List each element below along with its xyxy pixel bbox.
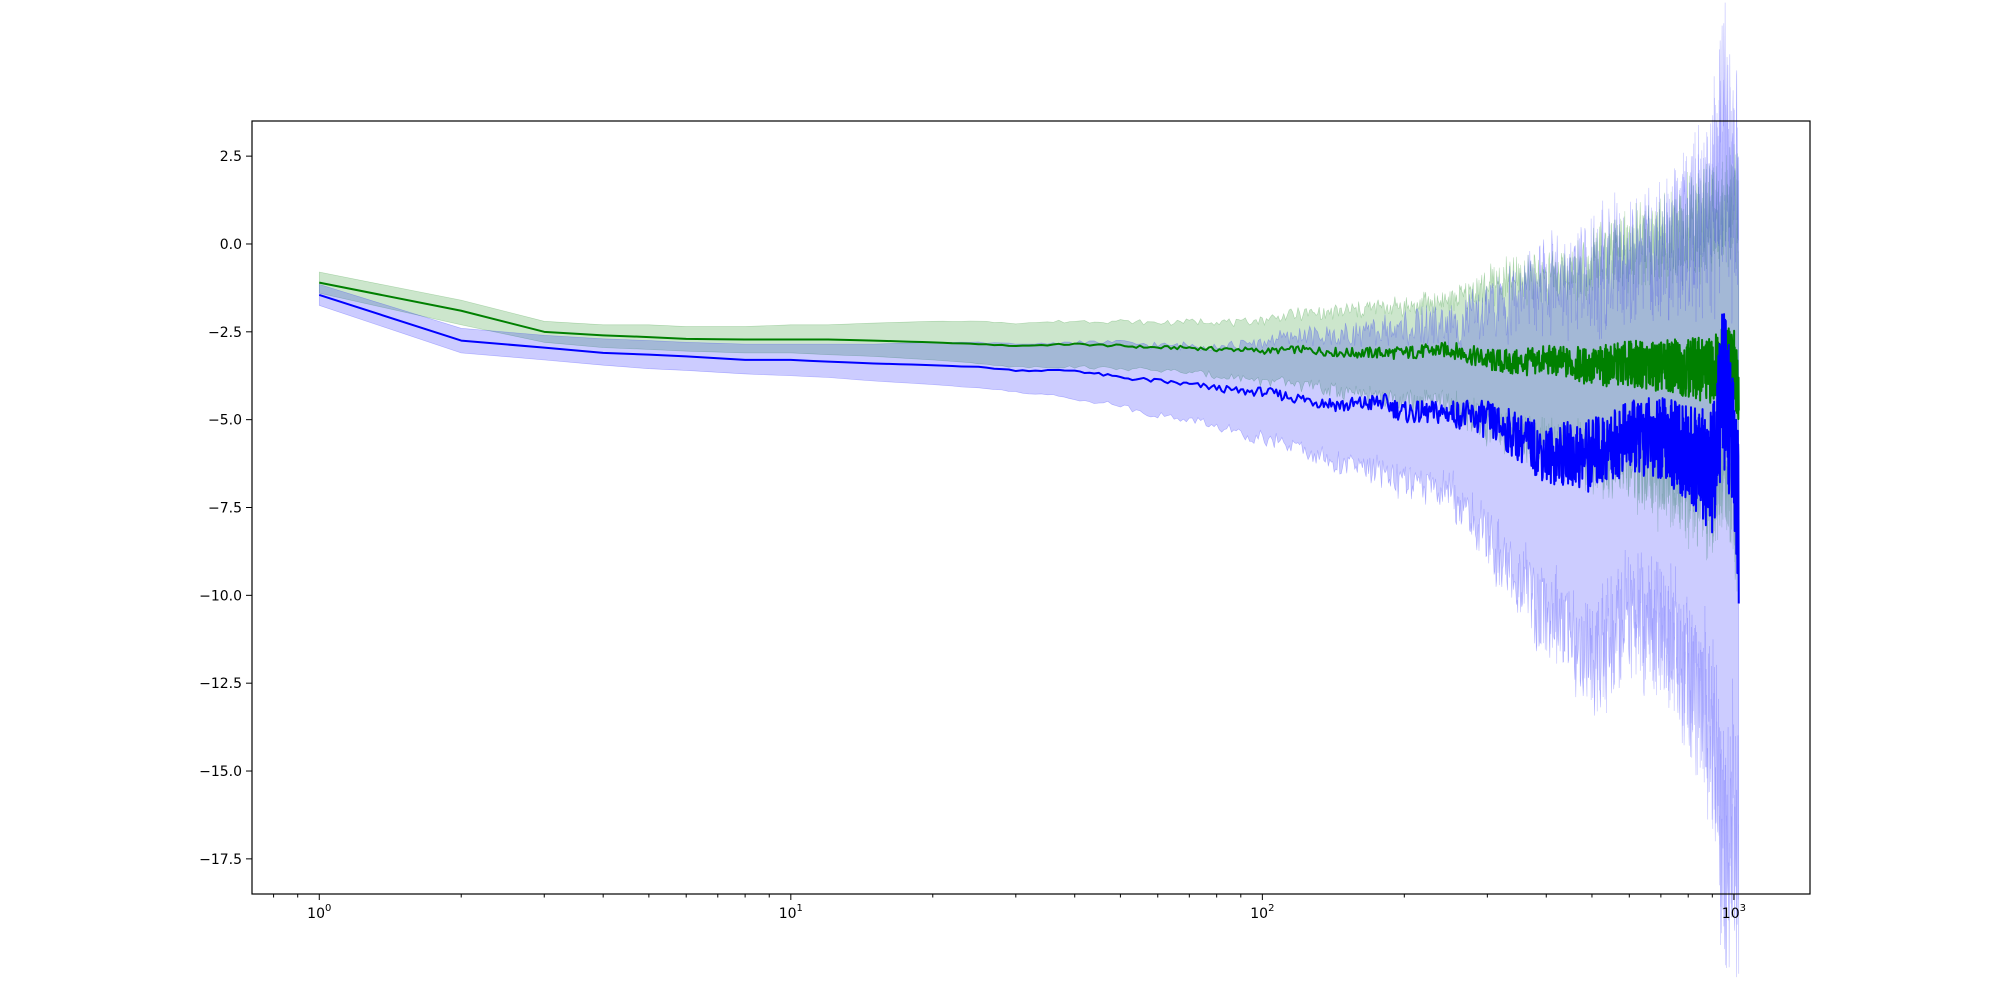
y-tick-label: 0.0 [220,237,242,253]
x-axis: 100 101 102 103 [273,894,1746,922]
y-tick-label: −15.0 [199,764,242,780]
y-tick-label: −2.5 [208,325,242,341]
line-series-1 [319,281,1740,420]
line-series-2 [318,293,1740,604]
y-tick-label: −7.5 [208,501,242,517]
x-tick-label: 100 [307,903,331,922]
y-tick-label: 2.5 [220,149,242,165]
y-tick-label: −5.0 [208,413,242,429]
y-axis: 2.5 0.0 −2.5 −5.0 −7.5 −10.0 −12.5 −15.0 −17.5 [199,149,252,868]
x-tick-label: 103 [1722,903,1746,922]
y-tick-label: −17.5 [199,852,242,868]
y-tick-label: −10.0 [199,588,242,604]
plot-frame [251,120,1811,895]
band-series-2 [318,2,1740,978]
y-tick-label: −12.5 [199,676,242,692]
x-tick-label: 102 [1250,903,1274,922]
series-lines [318,281,1740,604]
x-tick-label: 101 [779,903,803,922]
